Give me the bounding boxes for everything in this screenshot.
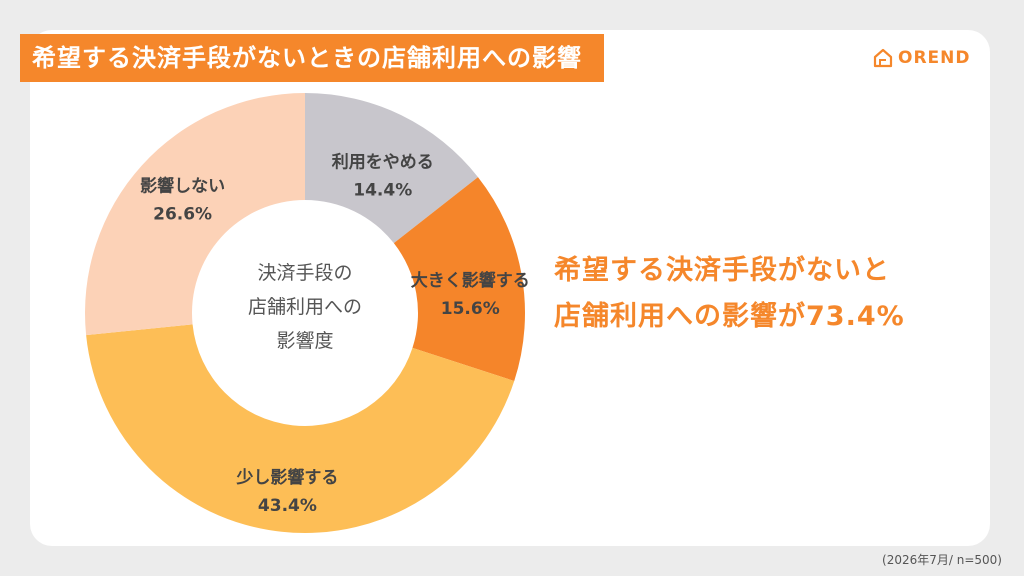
- donut-slice: [393, 177, 525, 381]
- center-label: 決済手段の店舗利用への影響度: [248, 262, 362, 352]
- page-title: 希望する決済手段がないときの店舗利用への影響: [20, 34, 604, 82]
- slice-label: 大きく影響する 15.6%: [411, 270, 530, 319]
- slice-label: 影響しない 26.6%: [140, 175, 225, 224]
- donut-slice: [305, 93, 478, 244]
- slice-label: 少し影響する 43.4%: [235, 467, 338, 516]
- donut-slice: [84, 93, 305, 336]
- survey-footnote: (2026年7月/ n=500): [882, 553, 1002, 567]
- slice-label: 利用をやめる 14.4%: [332, 152, 434, 201]
- headline-line-1: 希望する決済手段がないと: [554, 255, 890, 286]
- headline: 希望する決済手段がないと 店舗利用への影響が73.4%: [554, 248, 984, 340]
- brand-name: OREND: [898, 48, 971, 68]
- house-logo-icon: [873, 48, 893, 68]
- brand-logo: OREND: [872, 45, 971, 71]
- donut-slice: [86, 324, 515, 533]
- headline-line-2: 店舗利用への影響が73.4%: [554, 301, 905, 332]
